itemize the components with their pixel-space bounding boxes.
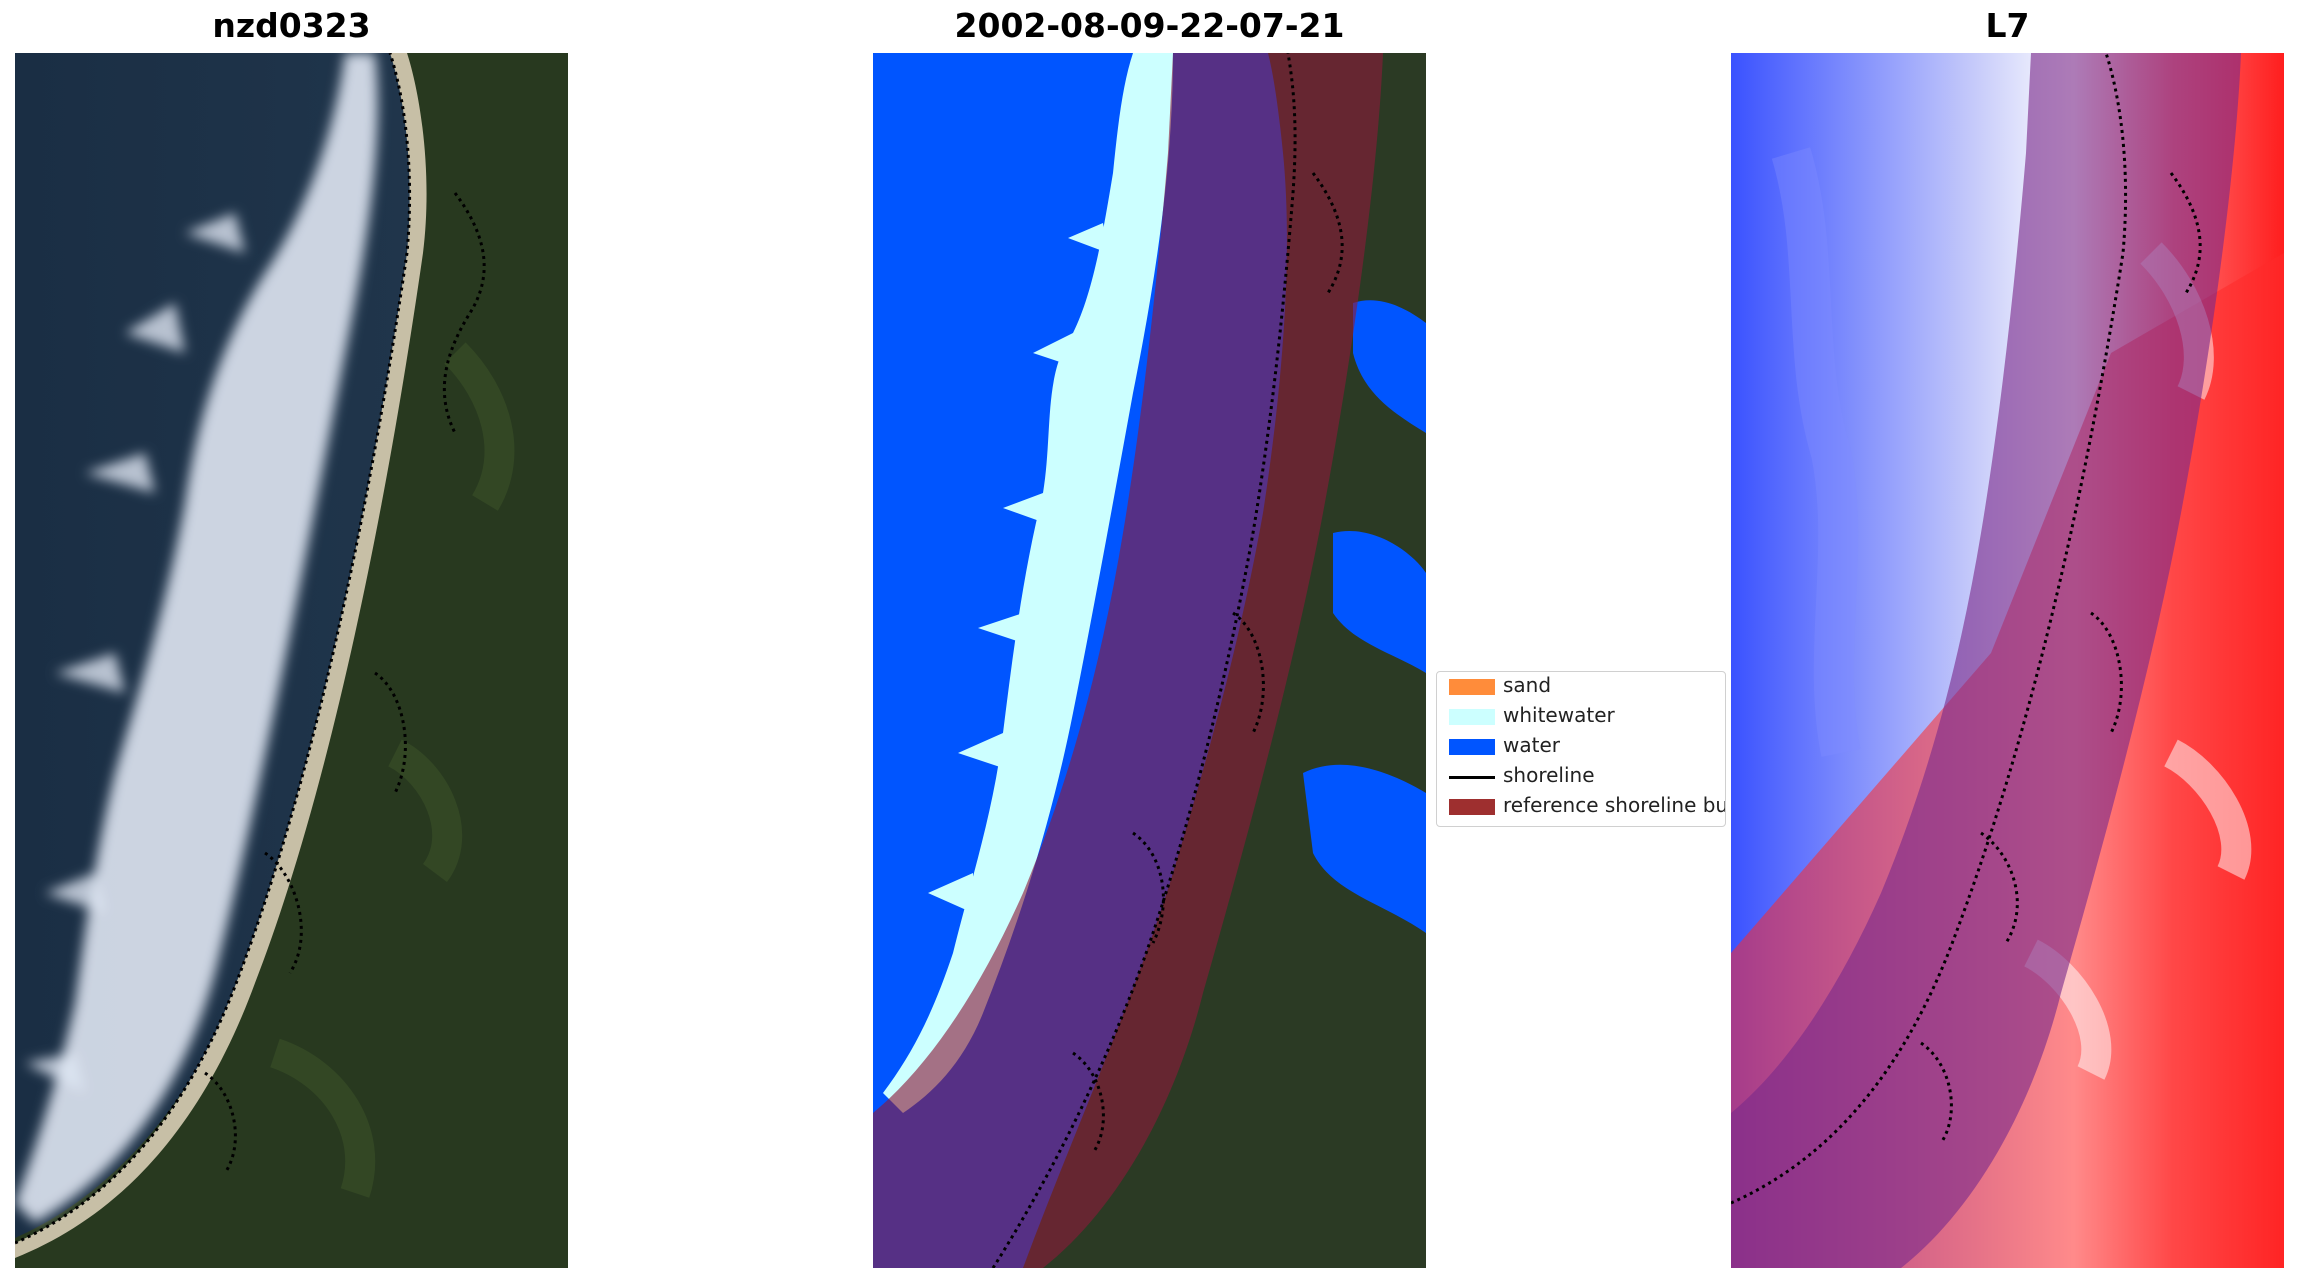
- rgb-image: [15, 53, 568, 1268]
- index-image: [1731, 53, 2284, 1268]
- legend-swatch-whitewater: [1449, 709, 1495, 725]
- legend-label-buffer: reference shoreline buffer: [1503, 793, 1725, 817]
- legend-item-shoreline: shoreline: [1437, 762, 1725, 792]
- legend-item-water: water: [1437, 732, 1725, 762]
- legend: sand whitewater water shoreline referenc…: [1436, 671, 1726, 827]
- legend-label-sand: sand: [1503, 673, 1552, 697]
- legend-line-shoreline: [1449, 776, 1495, 779]
- legend-label-whitewater: whitewater: [1503, 703, 1615, 727]
- panel-title-1: nzd0323: [212, 6, 371, 45]
- rgb-image-panel: [15, 53, 568, 1268]
- legend-item-whitewater: whitewater: [1437, 702, 1725, 732]
- legend-label-water: water: [1503, 733, 1560, 757]
- legend-swatch-water: [1449, 739, 1495, 755]
- classified-image-panel: [873, 53, 1426, 1268]
- legend-swatch-buffer: [1449, 799, 1495, 815]
- legend-swatch-sand: [1449, 679, 1495, 695]
- index-image-panel: [1731, 53, 2284, 1268]
- panel-title-3: L7: [1985, 6, 2030, 45]
- legend-label-shoreline: shoreline: [1503, 763, 1595, 787]
- legend-item-sand: sand: [1437, 672, 1725, 702]
- classified-image: [873, 53, 1426, 1268]
- panel-title-2: 2002-08-09-22-07-21: [954, 6, 1345, 45]
- legend-item-buffer: reference shoreline buffer: [1437, 792, 1725, 822]
